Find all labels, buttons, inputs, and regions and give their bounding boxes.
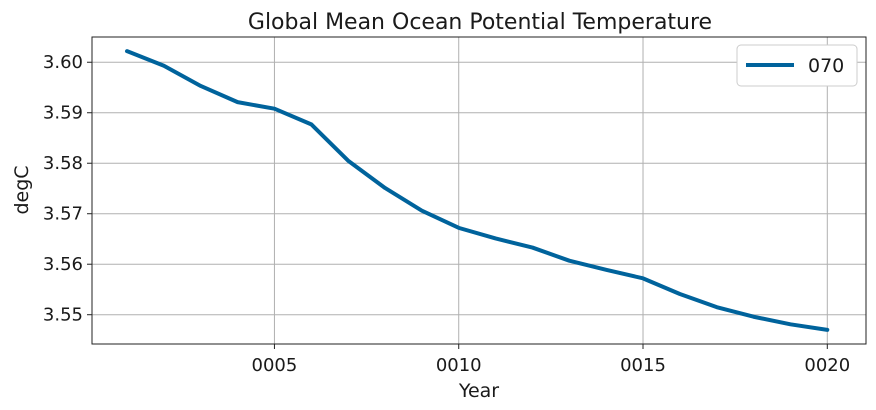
x-axis-label: Year — [458, 380, 499, 402]
x-tick-label: 0015 — [620, 355, 666, 376]
legend-box — [736, 44, 858, 87]
y-tick-label: 3.55 — [43, 305, 83, 326]
x-tick-label: 0010 — [436, 355, 482, 376]
y-tick-label: 3.56 — [43, 254, 83, 275]
plot-frame — [91, 36, 867, 345]
chart-title: Global Mean Ocean Potential Temperature — [248, 10, 712, 35]
series-layer — [125, 49, 830, 332]
series-line-070 — [125, 49, 830, 332]
legend: 070 — [736, 44, 858, 87]
legend-label: 070 — [808, 55, 844, 77]
y-tick-label: 3.59 — [43, 103, 83, 124]
x-tick-label: 0005 — [252, 355, 298, 376]
y-tick-label: 3.58 — [43, 153, 83, 174]
axis-ticks: 0005 0010 0015 0020 3.55 3.56 3.57 3.58 3.59 3.60 — [43, 52, 850, 376]
y-axis-label: degC — [11, 165, 33, 214]
x-tick-label: 0020 — [804, 355, 850, 376]
y-tick-label: 3.60 — [43, 52, 83, 73]
y-tick-label: 3.57 — [43, 204, 83, 225]
